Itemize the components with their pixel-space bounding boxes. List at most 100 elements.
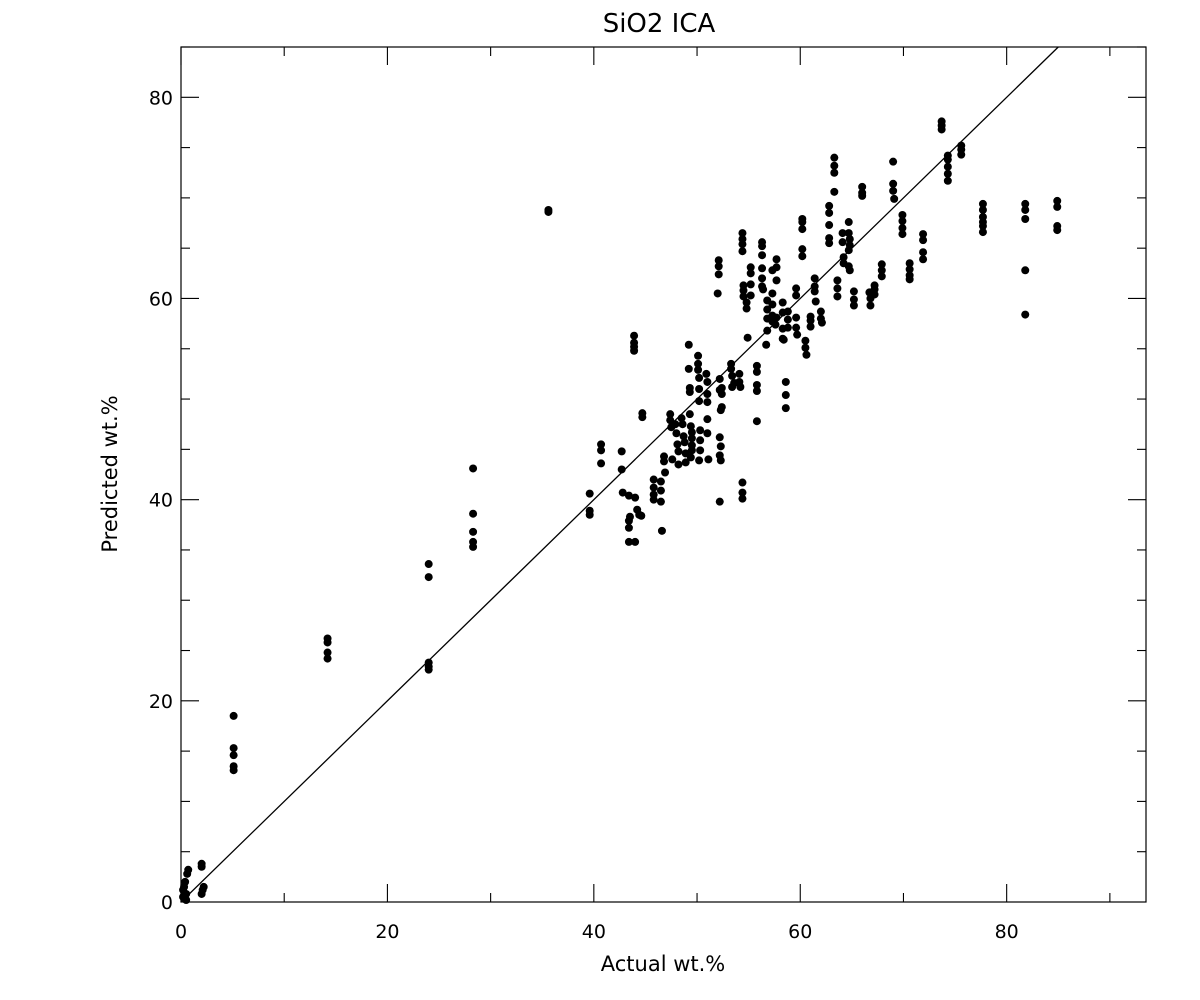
data-point [184,865,193,874]
data-point [630,346,639,355]
data-point [197,859,206,868]
data-point [715,374,724,383]
chart-title: SiO2 ICA [603,9,716,39]
data-point [889,157,898,166]
data-point [638,413,647,422]
data-point [798,252,807,261]
data-point [752,367,761,376]
data-point [323,638,332,647]
data-point [890,194,899,203]
data-point [844,229,853,238]
data-point [1053,202,1062,211]
data-point [752,387,761,396]
data-point [905,275,914,284]
data-point [687,434,696,443]
data-point [978,228,987,237]
data-point [838,229,847,238]
data-point [703,429,712,438]
data-point [772,255,781,264]
data-point [830,153,839,162]
data-point [736,382,745,391]
data-point [758,274,767,283]
data-point [937,125,946,134]
y-axis-label: Predicted wt.% [98,395,122,552]
axis-ticks [180,46,1146,903]
data-point [771,320,780,329]
data-point [696,426,705,435]
data-point [617,447,626,456]
data-point [674,460,683,469]
data-point [679,432,688,441]
data-point [649,495,658,504]
data-point [727,364,736,373]
data-point [469,509,478,518]
data-point [687,428,696,437]
data-point [704,455,713,464]
data-point [877,272,886,281]
data-point [905,259,914,268]
data-point [866,301,875,310]
y-tick-label: 60 [149,288,173,310]
identity-line [180,46,1059,903]
data-point [783,323,792,332]
data-point [1021,310,1030,319]
data-point [713,289,722,298]
data-point [695,456,704,465]
data-point [677,414,686,423]
data-point [810,274,819,283]
data-point [919,236,928,245]
data-point [830,168,839,177]
data-point [798,245,807,254]
data-point [825,201,834,210]
data-point [717,383,726,392]
data-point [674,447,683,456]
data-point [685,410,694,419]
data-point [678,420,687,429]
data-point [763,305,772,314]
data-point [889,186,898,195]
data-point [585,510,594,519]
data-point [793,330,802,339]
data-point [544,207,553,216]
data-point [738,478,747,487]
data-point [624,491,633,500]
data-point [649,483,658,492]
data-point [783,307,792,316]
data-point [838,238,847,247]
data-point [624,537,633,546]
data-point [1053,226,1062,235]
data-point [752,380,761,389]
data-point [844,218,853,227]
data-point [1021,199,1030,208]
data-point [597,440,606,449]
data-point [649,475,658,484]
y-tick-label: 0 [161,892,173,914]
data-point [798,218,807,227]
data-point [685,388,694,397]
data-point [739,292,748,301]
y-tick-label: 20 [149,691,173,713]
data-point [943,155,952,164]
data-point [792,323,801,332]
data-point [738,488,747,497]
data-point [978,205,987,214]
data-point [772,263,781,272]
data-point [849,295,858,304]
data-point [714,256,723,265]
data-point [870,290,879,299]
data-point [695,385,704,393]
data-point [717,390,726,399]
data-point [469,527,478,536]
data-point [1021,266,1030,275]
data-point [833,276,842,285]
plot-frame [180,46,1147,903]
data-point [617,465,626,474]
data-point [758,264,767,273]
data-point [182,889,191,898]
data-point [845,266,854,275]
data-point [661,468,670,477]
data-point [957,150,966,159]
data-point [631,493,640,502]
data-point [197,889,206,898]
